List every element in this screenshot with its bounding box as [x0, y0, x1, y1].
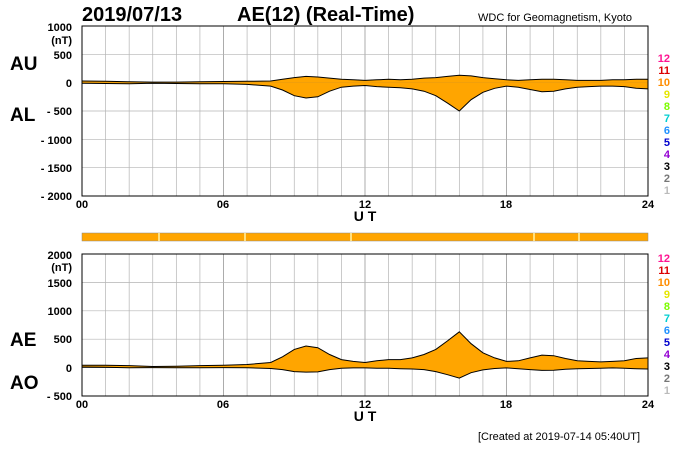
- al-axis-label: AL: [10, 105, 36, 126]
- y-tick-label: 500: [54, 334, 72, 346]
- au-al-grid: [82, 26, 648, 196]
- ae-trace: [82, 331, 649, 368]
- au-area: [82, 75, 648, 83]
- station-count-label: 5: [664, 337, 670, 349]
- y-tick-label: 1000: [48, 22, 72, 34]
- y-tick-label: - 1500: [41, 163, 72, 175]
- au-al-y-axis: 1000 (nT) 500 0 - 500 - 1000 - 1500 - 20…: [41, 22, 73, 203]
- organization-label: WDC for Geomagnetism, Kyoto: [478, 12, 633, 24]
- unit-label: (nT): [51, 262, 72, 274]
- station-count-label: 3: [664, 361, 670, 373]
- station-count-label: 9: [664, 89, 670, 101]
- station-count-label: 1: [664, 185, 670, 197]
- station-count-label: 6: [664, 325, 670, 337]
- au-al-x-axis: 00 06 12 18 24 U T: [76, 199, 655, 224]
- y-tick-label: - 500: [47, 106, 72, 118]
- station-count-label: 8: [664, 301, 670, 313]
- station-count-label: 2: [664, 173, 670, 185]
- created-timestamp: [Created at 2019-07-14 05:40UT]: [478, 431, 641, 443]
- station-count-label: 7: [664, 313, 670, 325]
- au-al-panel: 1000 (nT) 500 0 - 500 - 1000 - 1500 - 20…: [10, 22, 655, 224]
- station-count-label: 3: [664, 161, 670, 173]
- ae-ao-grid: [82, 254, 648, 396]
- station-count-label: 4: [664, 349, 671, 361]
- station-count-label: 11: [658, 265, 670, 277]
- station-count-label: 10: [658, 277, 670, 289]
- x-tick-label: 12: [359, 199, 371, 211]
- station-count-label: 5: [664, 137, 670, 149]
- y-tick-label: 0: [66, 363, 72, 375]
- x-tick-label: 00: [76, 399, 88, 411]
- x-tick-label: 00: [76, 199, 88, 211]
- y-tick-label: 500: [54, 50, 72, 62]
- x-axis-label: U T: [354, 408, 377, 424]
- x-tick-label: 24: [642, 399, 655, 411]
- ao-axis-label: AO: [10, 373, 39, 394]
- station-count-label: 11: [658, 65, 670, 77]
- au-al-plot-frame: [81, 25, 649, 197]
- station-count-strip-gaps: [158, 233, 580, 241]
- x-tick-label: 24: [642, 199, 655, 211]
- ae-ao-panel: 2000 (nT) 1500 1000 500 0 - 500 AE AO 00…: [10, 250, 655, 424]
- unit-label: (nT): [51, 35, 72, 47]
- station-count-label: 2: [664, 373, 670, 385]
- x-tick-label: 12: [359, 399, 371, 411]
- x-tick-label: 18: [500, 199, 512, 211]
- y-tick-label: 1000: [48, 306, 72, 318]
- station-count-label: 7: [664, 113, 670, 125]
- y-tick-label: - 500: [47, 391, 72, 403]
- station-count-label: 1: [664, 385, 670, 397]
- au-trace: [81, 74, 648, 83]
- station-count-label: 10: [658, 77, 670, 89]
- y-tick-label: 2000: [48, 250, 72, 262]
- al-trace: [81, 82, 649, 112]
- au-axis-label: AU: [10, 54, 37, 75]
- al-area: [82, 82, 648, 111]
- y-tick-label: 0: [66, 78, 72, 90]
- station-count-label: 4: [664, 149, 671, 161]
- y-tick-label: - 1000: [41, 135, 72, 147]
- station-count-label: 12: [658, 253, 670, 265]
- x-tick-label: 06: [217, 399, 229, 411]
- au-al-areas: [81, 74, 649, 112]
- chart-title: AE(12) (Real-Time): [237, 4, 415, 26]
- x-tick-label: 18: [500, 399, 512, 411]
- x-tick-label: 06: [217, 199, 229, 211]
- ao-trace: [81, 366, 649, 379]
- ae-axis-label: AE: [10, 330, 36, 351]
- y-tick-label: - 2000: [41, 191, 72, 203]
- station-count-label: 9: [664, 289, 670, 301]
- y-tick-label: 1500: [48, 278, 72, 290]
- station-count-strip: [81, 232, 649, 242]
- station-count-label: 8: [664, 101, 670, 113]
- ae-ao-x-axis: 00 06 12 18 24 U T: [76, 399, 655, 424]
- ae-ao-areas: [81, 331, 649, 379]
- ae-ao-y-axis: 2000 (nT) 1500 1000 500 0 - 500: [47, 250, 72, 403]
- station-count-label: 12: [658, 53, 670, 65]
- ae-ao-area: [82, 331, 648, 379]
- x-axis-label: U T: [354, 208, 377, 224]
- station-count-label: 6: [664, 125, 670, 137]
- ae-ao-plot-frame: [81, 253, 649, 397]
- chart-date: 2019/07/13: [82, 4, 183, 26]
